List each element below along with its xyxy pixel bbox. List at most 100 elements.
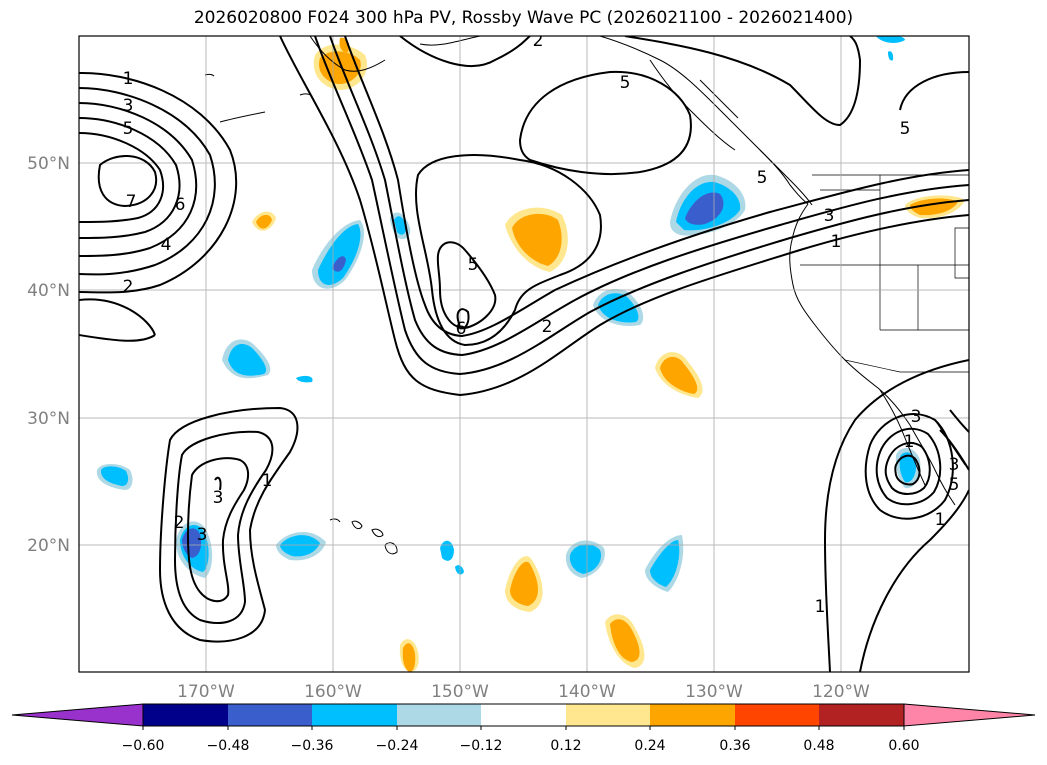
colorbar-segment [650,704,735,726]
negative-anomaly-patch [280,535,320,557]
contour-line [344,36,969,338]
colorbar-tick-label: −0.60 [122,738,165,754]
pv-anomaly-shading [96,36,965,672]
contour-line [859,489,969,672]
contour-line [79,334,156,342]
contour-label: 1 [262,471,273,491]
contour-line [875,427,942,506]
contour-label: 5 [900,119,911,139]
negative-anomaly-patch [569,544,602,574]
contour-label: 3 [197,525,208,545]
negative-anomaly-patch [182,528,202,558]
political-borders [800,174,969,373]
colorbar-segment [397,704,481,726]
contour-label: 2 [533,31,544,51]
contour-label: 2 [542,317,553,337]
contour-labels: 1 3 5 7 6 4 2 2 5 5 5 6 2 3 1 5 3 1 2 3 … [123,31,960,617]
contour-label: 4 [161,235,172,255]
contour-line [939,429,969,471]
negative-anomaly-patch [888,51,894,61]
contour-line [399,36,531,68]
colorbar-tick-label: −0.12 [460,738,503,754]
contour-line [79,298,156,336]
colorbar-segment [228,704,312,726]
contour-line [884,442,931,495]
contour-line [97,154,158,208]
colorbar-segment [735,704,819,726]
positive-anomaly-patch [610,619,640,662]
contour-label: 5 [123,119,134,139]
contour-line [79,132,164,223]
colorbar-segment [481,704,566,726]
colorbar-tick-label: −0.24 [376,738,419,754]
positive-anomaly-patch [402,643,416,672]
lat-label-30n: 30°N [27,409,70,429]
contour-label: 1 [831,232,842,252]
contour-label: 3 [824,206,835,226]
positive-anomaly-patch [660,356,698,394]
negative-anomaly-patch [228,344,267,376]
contour-line [79,71,238,294]
colorbar-segment [819,704,904,726]
negative-anomaly-patch [650,540,680,587]
contour-line [279,36,969,397]
contour-line [314,36,969,376]
colorbar-tick-label: −0.48 [207,738,250,754]
colorbar-tick-label: −0.36 [291,738,334,754]
negative-anomaly-patch [899,452,917,483]
contour-line [949,409,969,433]
contour-line [823,359,969,672]
contour-label: 1 [815,597,826,617]
contour-line [79,87,216,276]
map-frame [78,35,970,673]
map-title: 2026020800 F024 300 hPa PV, Rossby Wave … [193,8,854,28]
lon-label-160w: 160°W [304,682,362,702]
contour-label: 2 [123,277,134,297]
lon-label-120w: 120°W [812,682,870,702]
plot-area: 1 3 5 7 6 4 2 2 5 5 5 6 2 3 1 5 3 1 2 3 … [79,31,969,672]
lon-label-150w: 150°W [431,682,489,702]
colorbar-tick-label: 0.60 [888,738,919,754]
contour-line [158,406,299,643]
contour-line [864,413,954,520]
contour-label: 1 [904,432,915,452]
pv-contours [79,36,969,672]
negative-anomaly-patch [394,216,406,235]
contour-line [79,102,198,257]
positive-anomaly-patch [510,561,538,606]
contour-label: 3 [911,407,922,427]
contour-line [329,36,969,357]
lat-label-40n: 40°N [27,281,70,301]
colorbar: −0.60 −0.48 −0.36 −0.24 −0.12 0.12 0.24 … [11,703,1036,754]
negative-anomaly-patch [598,293,639,323]
negative-anomaly-patch [876,36,905,43]
negative-anomaly-patch [318,224,361,285]
contour-line [79,117,181,239]
latitude-labels: 50°N 40°N 30°N 20°N [27,154,70,556]
contour-label: 1 [935,510,946,530]
lon-label-140w: 140°W [558,682,616,702]
contour-label: 7 [126,192,137,212]
contour-label: 6 [456,319,467,339]
contour-label: 5 [757,168,768,188]
contour-line [624,36,862,127]
colorbar-tick-label: 0.12 [550,738,581,754]
lon-label-130w: 130°W [685,682,743,702]
contour-line [436,241,497,330]
contour-label: 5 [620,73,631,93]
negative-anomaly-patch [440,540,454,561]
contour-line [186,457,250,603]
colorbar-extend-max [903,703,1036,727]
contour-line [518,70,692,176]
colorbar-tick-label: 0.36 [719,738,750,754]
colorbar-extend-min [11,703,144,727]
negative-anomaly-patch [332,256,346,272]
contour-label: 3 [213,488,224,508]
colorbar-segment [566,704,650,726]
contour-line [173,430,274,624]
negative-anomaly-patch [296,375,313,383]
contour-line [899,71,969,111]
contour-label: 5 [949,475,960,495]
colorbar-tick-label: 0.48 [803,738,834,754]
